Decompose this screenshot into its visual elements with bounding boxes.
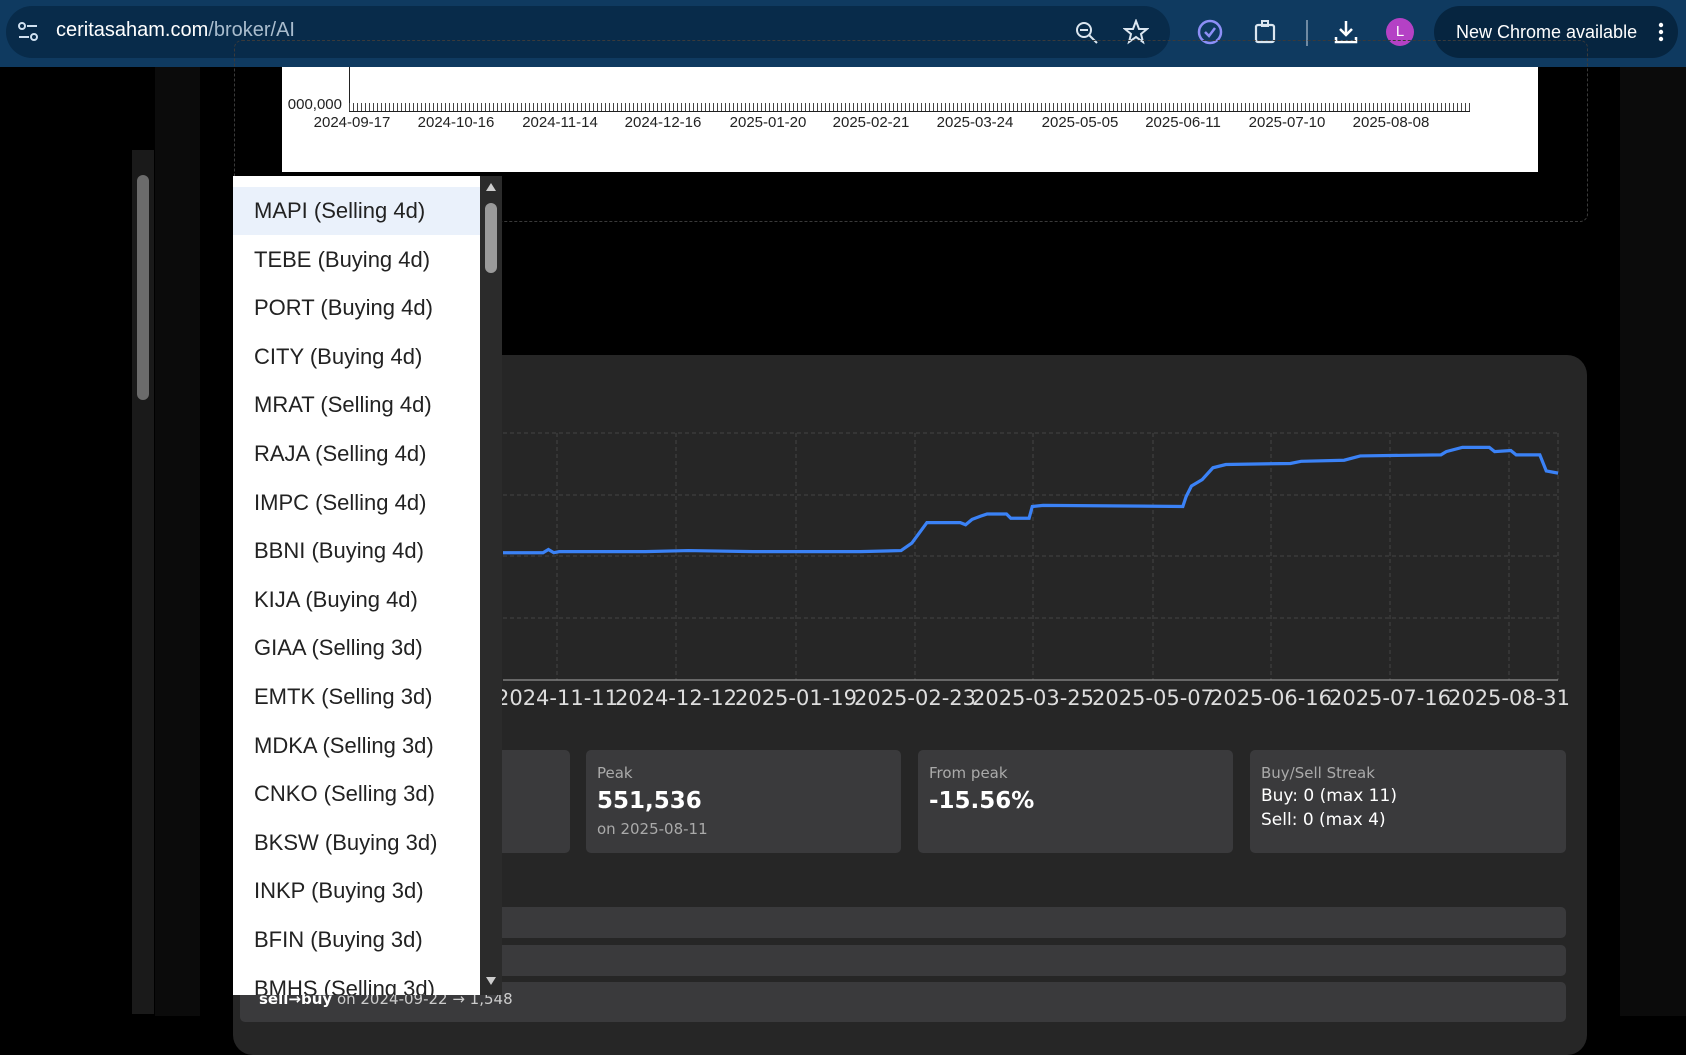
- x-tick-label: 2024-11-11: [495, 686, 619, 710]
- x-tick-label: 2025-07-10: [1248, 114, 1326, 131]
- scroll-down[interactable]: [485, 976, 497, 986]
- dropdown-option[interactable]: CNKO (Selling 3d): [254, 781, 435, 807]
- line-series: [503, 445, 1559, 555]
- dropdown-option[interactable]: IMPC (Selling 4d): [254, 489, 427, 515]
- url-domain[interactable]: ceritasaham.com: [56, 19, 209, 41]
- update-button[interactable]: New Chrome available: [1434, 6, 1678, 58]
- dropdown-option[interactable]: BMHS (Selling 3d): [254, 975, 435, 995]
- site-info-icon[interactable]: [16, 20, 40, 44]
- download-icon[interactable]: [1332, 18, 1360, 46]
- scroll-up[interactable]: [485, 182, 497, 192]
- top-chart: 000,000 2024-09-17 2024-10-16 2024-11-14 20…: [282, 67, 1538, 172]
- dropdown-option[interactable]: CITY (Buying 4d): [254, 343, 423, 369]
- stat-label: Buy/Sell Streak: [1261, 764, 1375, 782]
- extension-icon[interactable]: [1196, 18, 1224, 46]
- stat-note: on 2025-08-11: [597, 820, 708, 838]
- x-tick-label: 2025-08-31: [1447, 686, 1571, 710]
- stat-card: From peak -15.56%: [918, 750, 1233, 853]
- browser-toolbar: ceritasaham.com /broker/AI L New Chrome …: [0, 0, 1686, 67]
- dropdown-option[interactable]: MDKA (Selling 3d): [254, 732, 434, 758]
- x-tick-label: 2025-06-11: [1145, 114, 1221, 131]
- x-tick-label: 2024-11-14: [522, 114, 598, 131]
- stat-label: From peak: [929, 764, 1008, 782]
- separator: [1306, 20, 1308, 46]
- stat-card: Peak 551,536 on 2025-08-11: [586, 750, 901, 853]
- url-path[interactable]: /broker/AI: [208, 19, 295, 41]
- dropdown-option[interactable]: BBNI (Buying 4d): [254, 538, 424, 564]
- side-gutter: [1620, 67, 1686, 1016]
- x-tick-label: 2024-12-16: [624, 114, 702, 131]
- x-tick-label: 2025-08-08: [1352, 114, 1430, 131]
- menu-icon[interactable]: [1658, 22, 1664, 42]
- x-tick-label: 2025-06-16: [1209, 686, 1333, 710]
- x-tick-label: 2025-03-24: [936, 114, 1014, 131]
- x-tick-label: 2024-12-12: [614, 686, 738, 710]
- lower-chart: [503, 432, 1559, 681]
- scroll-thumb[interactable]: [485, 203, 497, 273]
- dropdown-option[interactable]: BKSW (Buying 3d): [254, 829, 438, 855]
- dropdown-option[interactable]: MRAT (Selling 4d): [254, 392, 432, 418]
- x-tick-label: 2025-05-07: [1091, 686, 1215, 710]
- x-tick-label: 2025-01-20: [729, 114, 807, 131]
- x-tick-label: 2025-02-23: [853, 686, 977, 710]
- stat-line: Sell: 0 (max 4): [1261, 810, 1386, 830]
- dropdown-option[interactable]: TEBE (Buying 4d): [254, 246, 431, 272]
- dropdown-option[interactable]: GIAA (Selling 3d): [254, 635, 423, 661]
- dropdown-option[interactable]: PORT (Buying 4d): [254, 295, 433, 321]
- chart-container: [234, 40, 1588, 222]
- dropdown-option[interactable]: BFIN (Buying 3d): [254, 927, 423, 952]
- dropdown-option[interactable]: EMTK (Selling 3d): [254, 684, 433, 709]
- bookmark-icon[interactable]: [1123, 19, 1149, 45]
- update-label: New Chrome available: [1456, 22, 1638, 42]
- zoom-icon[interactable]: [1074, 20, 1100, 46]
- stat-card: Buy/Sell Streak Buy: 0 (max 11) Sell: 0 (m…: [1250, 750, 1566, 853]
- y-axis: [349, 67, 350, 112]
- x-tick-label: 2024-09-17: [313, 114, 391, 131]
- x-axis: [349, 111, 1470, 112]
- stat-line: Buy: 0 (max 11): [1261, 786, 1397, 806]
- x-tick-label: 2025-02-21: [832, 114, 910, 131]
- dropdown-scrollbar[interactable]: [480, 176, 502, 995]
- dropdown-option[interactable]: MAPI (Selling 4d): [233, 187, 480, 235]
- x-tick-label: 2025-03-25: [971, 686, 1095, 710]
- y-tick-label: 000,000: [287, 96, 342, 113]
- x-axis-ticks: [349, 103, 1470, 112]
- x-tick-label: 2025-01-19: [734, 686, 858, 710]
- x-tick-label: 2025-05-05: [1041, 114, 1119, 131]
- dropdown-option[interactable]: KIJA (Buying 4d): [254, 586, 418, 612]
- dropdown: MAPI (Selling 4d) TEBE (Buying 4d) PORT (B…: [233, 176, 502, 995]
- x-tick-label: 2024-10-16: [417, 114, 495, 131]
- stat-label: Peak: [597, 764, 633, 782]
- dropdown-option[interactable]: INKP (Buying 3d): [254, 878, 424, 904]
- scroll-thumb[interactable]: [137, 175, 149, 400]
- stat-value: -15.56%: [929, 788, 1035, 814]
- page-scrollbar[interactable]: [132, 150, 154, 1014]
- dropdown-option[interactable]: RAJA (Selling 4d): [254, 441, 427, 466]
- extensions-icon[interactable]: [1252, 18, 1280, 46]
- stat-value: 551,536: [597, 788, 702, 814]
- side-gutter: [155, 67, 200, 1016]
- x-tick-label: 2025-07-16: [1328, 686, 1452, 710]
- profile-avatar[interactable]: L: [1386, 18, 1414, 46]
- omnibox[interactable]: [6, 6, 1170, 58]
